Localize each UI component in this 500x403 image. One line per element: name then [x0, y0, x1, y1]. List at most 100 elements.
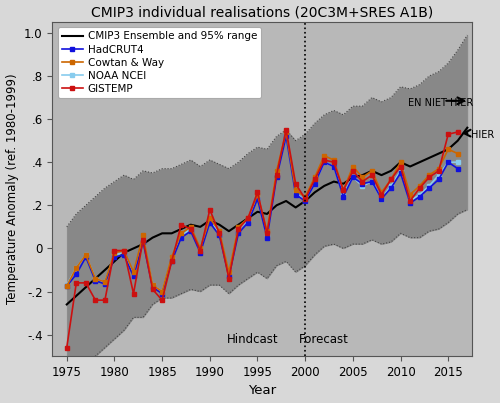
- NOAA NCEI: [198, 248, 203, 253]
- CMIP3 Ensemble and 95% range: [322, 183, 328, 188]
- HadCRUT4: [130, 274, 136, 279]
- NOAA NCEI: [150, 283, 156, 287]
- Cowtan & Way: [92, 276, 98, 281]
- HadCRUT4: [388, 186, 394, 191]
- CMIP3 Ensemble and 95% range: [254, 209, 260, 214]
- NOAA NCEI: [416, 192, 422, 197]
- HadCRUT4: [283, 134, 289, 139]
- HadCRUT4: [445, 160, 451, 164]
- NOAA NCEI: [254, 194, 260, 199]
- GISTEMP: [64, 345, 70, 350]
- CMIP3 Ensemble and 95% range: [388, 168, 394, 173]
- Cowtan & Way: [102, 279, 108, 284]
- NOAA NCEI: [188, 226, 194, 231]
- NOAA NCEI: [264, 233, 270, 238]
- Cowtan & Way: [283, 130, 289, 135]
- NOAA NCEI: [398, 168, 404, 173]
- Y-axis label: Temperature Anomaly (ref. 1980-1999): Temperature Anomaly (ref. 1980-1999): [6, 74, 18, 304]
- HadCRUT4: [64, 284, 70, 289]
- CMIP3 Ensemble and 95% range: [226, 229, 232, 234]
- CMIP3 Ensemble and 95% range: [416, 160, 422, 164]
- GISTEMP: [207, 207, 213, 212]
- NOAA NCEI: [292, 190, 298, 195]
- Line: CMIP3 Ensemble and 95% range: CMIP3 Ensemble and 95% range: [67, 128, 468, 304]
- GISTEMP: [292, 181, 298, 186]
- HadCRUT4: [121, 252, 127, 257]
- NOAA NCEI: [350, 175, 356, 180]
- HadCRUT4: [340, 194, 346, 199]
- HadCRUT4: [236, 231, 242, 236]
- GISTEMP: [398, 164, 404, 169]
- NOAA NCEI: [168, 257, 174, 262]
- HadCRUT4: [416, 194, 422, 199]
- NOAA NCEI: [445, 160, 451, 164]
- GISTEMP: [226, 276, 232, 281]
- Cowtan & Way: [216, 229, 222, 234]
- CMIP3 Ensemble and 95% range: [102, 268, 108, 272]
- CMIP3 Ensemble and 95% range: [207, 218, 213, 223]
- GISTEMP: [92, 298, 98, 303]
- GISTEMP: [130, 291, 136, 296]
- Cowtan & Way: [245, 216, 251, 221]
- NOAA NCEI: [455, 160, 461, 164]
- Cowtan & Way: [455, 151, 461, 156]
- GISTEMP: [283, 127, 289, 132]
- NOAA NCEI: [216, 231, 222, 236]
- HadCRUT4: [92, 278, 98, 283]
- NOAA NCEI: [322, 160, 328, 164]
- CMIP3 Ensemble and 95% range: [407, 164, 413, 169]
- GISTEMP: [302, 196, 308, 201]
- GISTEMP: [198, 248, 203, 253]
- NOAA NCEI: [360, 183, 366, 188]
- Cowtan & Way: [331, 158, 337, 162]
- CMIP3 Ensemble and 95% range: [168, 231, 174, 236]
- Cowtan & Way: [198, 246, 203, 251]
- NOAA NCEI: [369, 179, 375, 184]
- NOAA NCEI: [388, 183, 394, 188]
- Cowtan & Way: [292, 188, 298, 193]
- Cowtan & Way: [340, 188, 346, 193]
- HadCRUT4: [140, 239, 146, 244]
- HadCRUT4: [102, 282, 108, 287]
- Cowtan & Way: [416, 183, 422, 188]
- Cowtan & Way: [350, 164, 356, 169]
- HadCRUT4: [398, 170, 404, 175]
- HadCRUT4: [83, 255, 89, 260]
- NOAA NCEI: [92, 276, 98, 281]
- HadCRUT4: [302, 199, 308, 204]
- GISTEMP: [436, 168, 442, 173]
- HadCRUT4: [168, 259, 174, 264]
- CMIP3 Ensemble and 95% range: [292, 205, 298, 210]
- NOAA NCEI: [236, 226, 242, 231]
- CMIP3 Ensemble and 95% range: [331, 179, 337, 184]
- NOAA NCEI: [407, 199, 413, 204]
- CMIP3 Ensemble and 95% range: [178, 226, 184, 231]
- Cowtan & Way: [302, 194, 308, 199]
- Cowtan & Way: [274, 168, 280, 173]
- HadCRUT4: [112, 255, 117, 260]
- NOAA NCEI: [130, 272, 136, 277]
- GISTEMP: [340, 188, 346, 193]
- Cowtan & Way: [445, 147, 451, 152]
- GISTEMP: [322, 158, 328, 162]
- CMIP3 Ensemble and 95% range: [283, 199, 289, 204]
- Cowtan & Way: [140, 233, 146, 238]
- NOAA NCEI: [83, 252, 89, 257]
- CMIP3 Ensemble and 95% range: [188, 222, 194, 227]
- CMIP3 Ensemble and 95% range: [426, 156, 432, 160]
- CMIP3 Ensemble and 95% range: [360, 173, 366, 178]
- NOAA NCEI: [245, 218, 251, 223]
- GISTEMP: [264, 231, 270, 236]
- CMIP3 Ensemble and 95% range: [445, 147, 451, 152]
- GISTEMP: [331, 160, 337, 164]
- Cowtan & Way: [64, 284, 70, 289]
- Cowtan & Way: [388, 177, 394, 182]
- NOAA NCEI: [112, 252, 117, 257]
- NOAA NCEI: [283, 132, 289, 137]
- Cowtan & Way: [168, 255, 174, 260]
- Cowtan & Way: [226, 270, 232, 274]
- NOAA NCEI: [140, 237, 146, 242]
- CMIP3 Ensemble and 95% range: [378, 173, 384, 178]
- Title: CMIP3 individual realisations (20C3M+SRES A1B): CMIP3 individual realisations (20C3M+SRE…: [91, 6, 434, 20]
- GISTEMP: [455, 130, 461, 135]
